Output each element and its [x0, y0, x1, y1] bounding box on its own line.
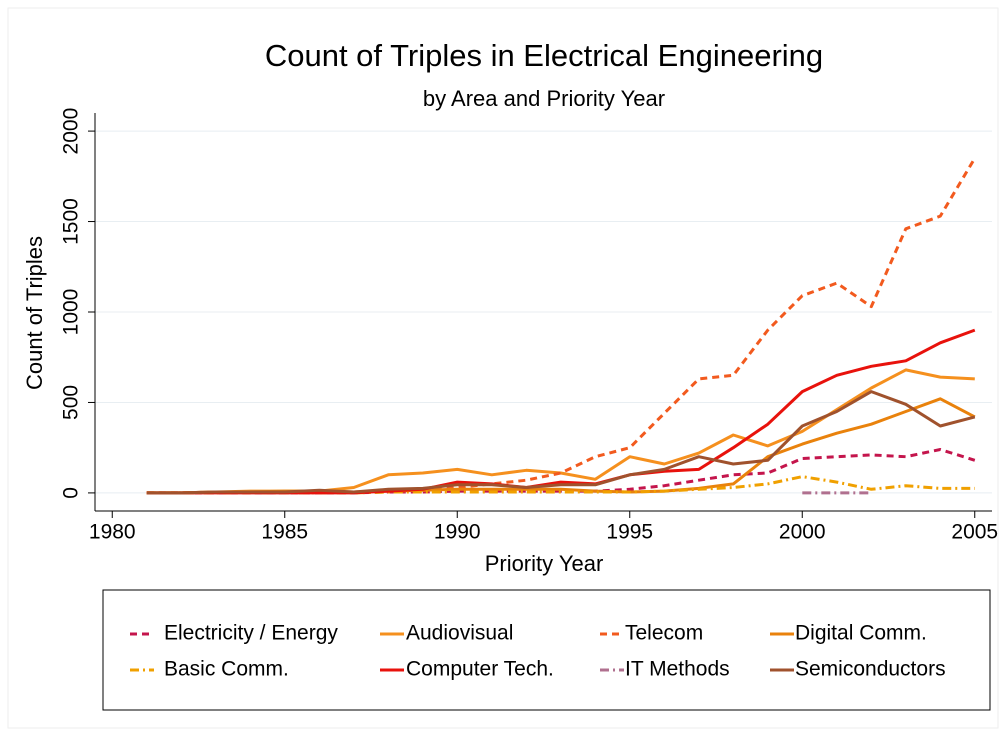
legend-box [102, 589, 991, 711]
background [7, 7, 999, 729]
series-line [146, 390, 976, 495]
x-tick-label: 1985 [261, 521, 308, 544]
x-tick-label: 1995 [606, 521, 653, 544]
y-tick-label: 1500 [60, 198, 83, 245]
legend-label: Semiconductors [795, 658, 946, 681]
legend-label: Computer Tech. [406, 658, 554, 681]
legend-label: IT Methods [625, 658, 730, 681]
chart-subtitle: by Area and Priority Year [423, 86, 665, 111]
y-axis-label: Count of Triples [22, 236, 47, 390]
y-tick-label: 1000 [60, 289, 83, 336]
y-tick-label: 500 [60, 385, 83, 420]
x-tick-label: 1990 [434, 521, 481, 544]
legend-label: Telecom [625, 622, 703, 645]
legend-label: Electricity / Energy [164, 622, 338, 645]
x-tick-label: 1980 [89, 521, 136, 544]
x-tick-label: 2000 [779, 521, 826, 544]
x-tick-label: 2005 [951, 521, 998, 544]
y-tick-label: 2000 [60, 108, 83, 155]
legend-label: Basic Comm. [164, 658, 289, 681]
legend-label: Digital Comm. [795, 622, 927, 645]
x-axis-label: Priority Year [485, 551, 604, 576]
y-tick-label: 0 [60, 487, 83, 499]
legend-label: Audiovisual [406, 622, 513, 645]
chart-title: Count of Triples in Electrical Engineeri… [265, 38, 823, 73]
